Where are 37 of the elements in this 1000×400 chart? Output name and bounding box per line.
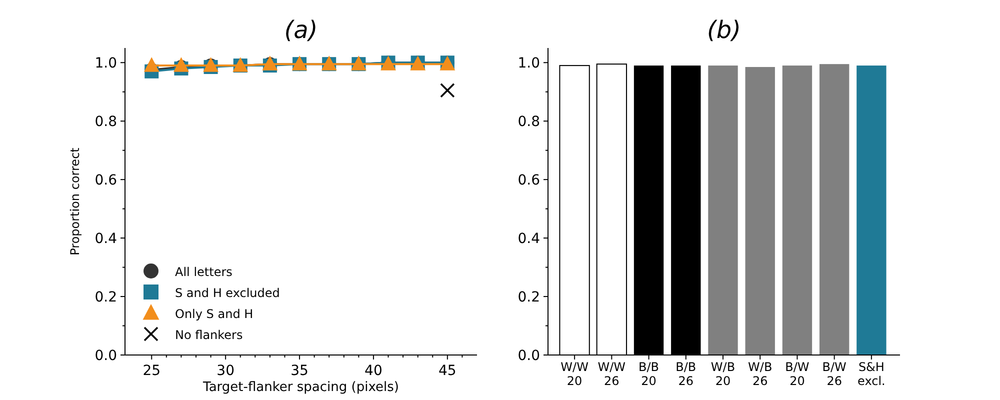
y-tick-label: 0.0 [518, 348, 540, 364]
legend-label: Only S and H [175, 307, 254, 321]
x-tick-label: B/W 20 [785, 360, 810, 388]
y-tick-label: 1.0 [518, 56, 540, 72]
legend-label: All letters [175, 265, 232, 279]
y-tick-label: 0.4 [94, 231, 118, 248]
legend-label: S and H excluded [175, 286, 280, 300]
x-tick-label: W/W 26 [598, 360, 626, 388]
y-tick-label: 0.6 [94, 172, 118, 189]
legend-label: No flankers [175, 328, 243, 342]
x-tick-label: W/W 20 [560, 360, 589, 388]
point [174, 57, 189, 72]
point [144, 57, 160, 72]
x-tick-label: 25 [142, 363, 161, 379]
x-tick-label: S&H excl. [858, 360, 886, 388]
x-tick-label: B/B 20 [638, 360, 660, 388]
y-axis-title: Proportion correct [68, 147, 82, 256]
x-tick-label: 40 [364, 363, 382, 379]
y-tick-label: 0.8 [518, 114, 540, 130]
chart-title: (b) [707, 16, 741, 44]
y-tick-label: 0.4 [518, 231, 540, 248]
y-tick-label: 0.2 [94, 290, 117, 306]
x-axis-title: Target-flanker spacing (pixels) [202, 380, 399, 395]
y-tick-label: 0.2 [518, 290, 540, 306]
x-tick-label: 35 [290, 363, 308, 379]
chart-title: (a) [284, 16, 318, 44]
x-tick-label: W/B 26 [748, 360, 772, 388]
x-tick-label: B/B 26 [676, 360, 696, 388]
y-tick-label: 0.8 [94, 114, 117, 130]
y-tick-label: 0.6 [518, 172, 540, 189]
x-tick-label: 45 [438, 363, 456, 379]
y-tick-label: 1.0 [94, 56, 117, 72]
x-tick-label: 30 [216, 363, 234, 379]
point [440, 82, 455, 98]
y-tick-label: 0.0 [94, 348, 117, 364]
x-tick-label: W/B 20 [710, 360, 736, 388]
x-tick-label: B/W 26 [822, 360, 847, 388]
